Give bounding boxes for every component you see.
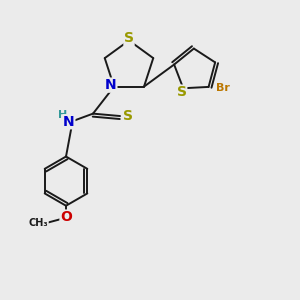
- Text: N: N: [105, 78, 117, 92]
- Text: S: S: [123, 109, 134, 123]
- Text: S: S: [177, 85, 187, 99]
- Text: Br: Br: [216, 83, 230, 93]
- Text: S: S: [124, 32, 134, 45]
- Text: CH₃: CH₃: [28, 218, 48, 227]
- Text: N: N: [63, 115, 75, 129]
- Text: H: H: [58, 110, 68, 120]
- Text: O: O: [60, 210, 72, 224]
